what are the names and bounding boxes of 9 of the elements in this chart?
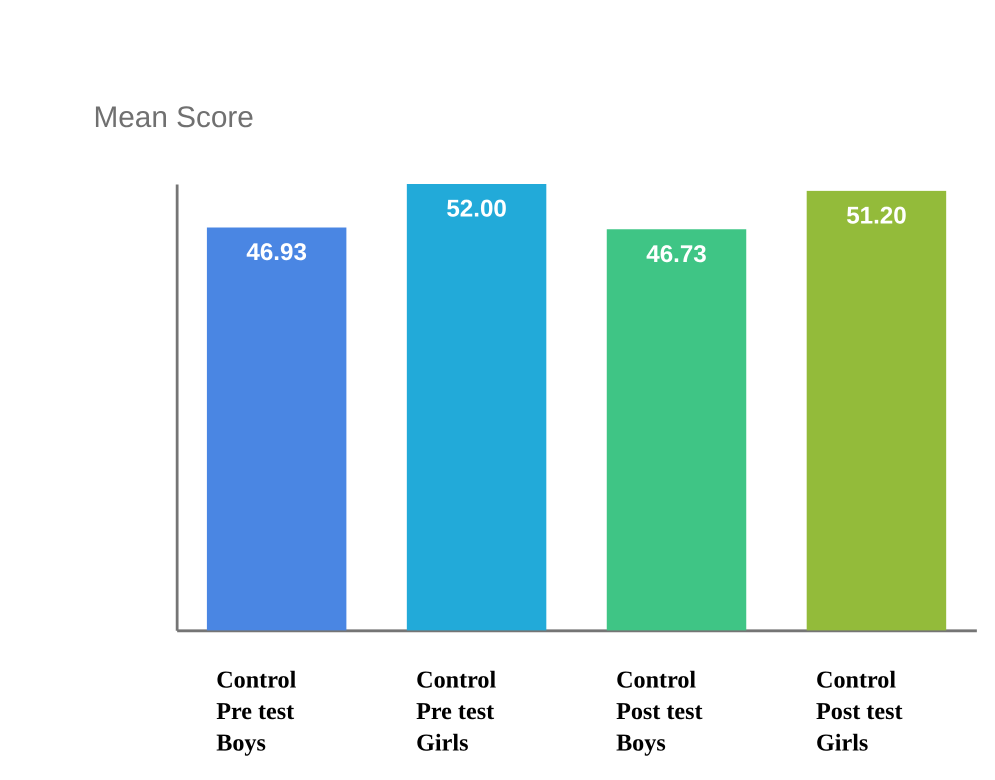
y-axis-title: Mean Score xyxy=(93,100,254,134)
data-label: 51.20 xyxy=(846,202,907,230)
data-label: 52.00 xyxy=(446,196,507,223)
data-label: 46.73 xyxy=(646,240,707,268)
data-label: 46.93 xyxy=(246,239,307,266)
x-tick-label: Control Post test Girls xyxy=(816,666,903,757)
x-tick-label: Control Pre test Girls xyxy=(416,666,496,757)
x-tick-label: Control Pre test Boys xyxy=(216,666,297,757)
x-tick-label: Control Post test Boys xyxy=(616,666,703,757)
